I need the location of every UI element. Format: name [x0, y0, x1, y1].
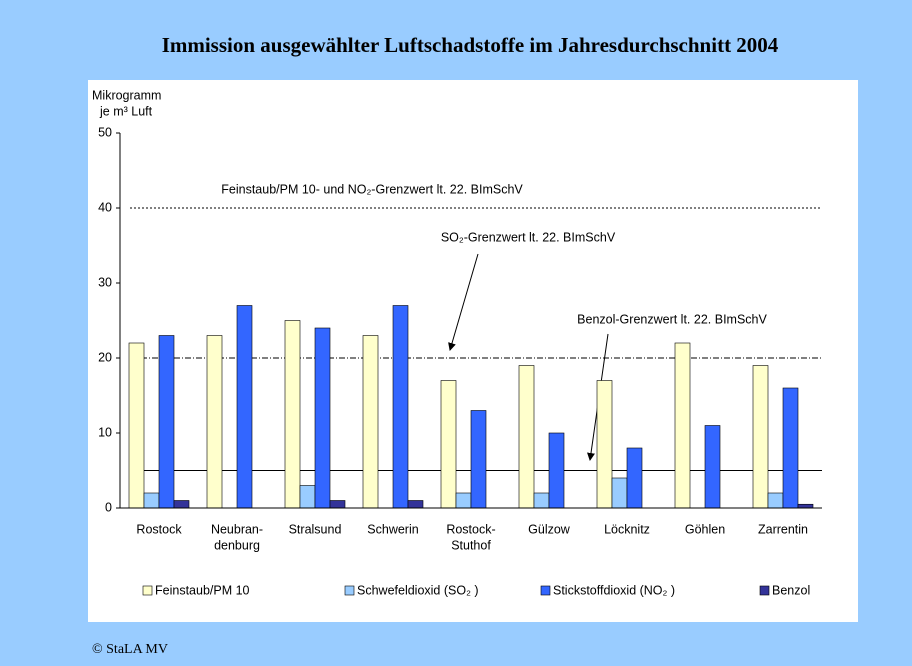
arrow — [448, 253, 479, 351]
bar — [797, 503, 814, 509]
footer: © StaLA MV — [92, 642, 168, 657]
bar — [533, 492, 550, 509]
bar — [236, 305, 253, 509]
x-tick-label: Rostock — [136, 522, 182, 536]
bar — [752, 365, 769, 509]
x-tick-label: Gülzow — [528, 522, 571, 536]
legend-swatch — [142, 585, 153, 596]
x-tick-label: Löcknitz — [604, 522, 650, 536]
bar — [206, 335, 223, 509]
bar — [626, 447, 643, 509]
bar — [329, 500, 346, 509]
y-axis-label: je m³ Luft — [99, 104, 153, 118]
bar — [314, 327, 331, 509]
bar — [158, 335, 175, 509]
x-tick-label: denburg — [214, 538, 260, 552]
bar — [704, 425, 721, 509]
x-tick-label: Stuthof — [451, 538, 491, 552]
x-tick-label: Schwerin — [367, 522, 418, 536]
reference-label: Feinstaub/PM 10- und NO₂-Grenzwert lt. 2… — [221, 182, 523, 196]
bar — [470, 410, 487, 509]
bar — [767, 492, 784, 509]
bar — [440, 380, 457, 509]
bar — [392, 305, 409, 509]
y-tick-label: 20 — [98, 350, 112, 364]
bar — [407, 500, 424, 509]
bar — [299, 485, 316, 509]
legend-swatch — [344, 585, 355, 596]
x-tick-label: Göhlen — [685, 522, 725, 536]
y-tick-label: 40 — [98, 200, 112, 214]
y-axis-label: Mikrogramm — [92, 88, 161, 102]
bar — [173, 500, 190, 509]
y-tick-label: 0 — [105, 500, 112, 514]
legend-swatch — [759, 585, 770, 596]
bar — [674, 342, 691, 509]
x-tick-label: Zarrentin — [758, 522, 808, 536]
x-tick-label: Stralsund — [289, 522, 342, 536]
bar — [518, 365, 535, 509]
bar — [284, 320, 301, 509]
bar — [455, 492, 472, 509]
bar — [362, 335, 379, 509]
legend-label: Stickstoffdioxid (NO₂ ) — [553, 583, 675, 597]
y-tick-label: 30 — [98, 275, 112, 289]
bar — [782, 387, 799, 509]
reference-label: SO₂-Grenzwert lt. 22. BImSchV — [441, 230, 616, 244]
legend-label: Feinstaub/PM 10 — [155, 583, 250, 597]
bar — [548, 432, 565, 509]
x-tick-label: Rostock- — [446, 522, 495, 536]
bar — [143, 492, 160, 509]
x-tick-label: Neubran- — [211, 522, 263, 536]
legend-swatch — [540, 585, 551, 596]
legend-label: Schwefeldioxid (SO₂ ) — [357, 583, 479, 597]
bar — [596, 380, 613, 509]
bar — [611, 477, 628, 509]
bar — [128, 342, 145, 509]
y-tick-label: 10 — [98, 425, 112, 439]
legend-label: Benzol — [772, 583, 810, 597]
chart-title: Immission ausgewählter Luftschadstoffe i… — [162, 33, 779, 57]
y-tick-label: 50 — [98, 125, 112, 139]
reference-label: Benzol-Grenzwert lt. 22. BImSchV — [577, 312, 767, 326]
